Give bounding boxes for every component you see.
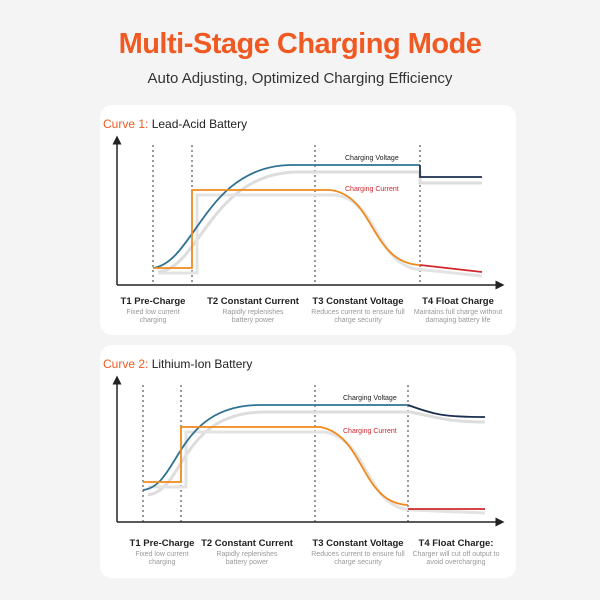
stage-t4: T4 Float Charge: Charger will cut off out… [412, 538, 500, 566]
current-curve [143, 426, 409, 506]
voltage-label: Charging Voltage [345, 155, 399, 162]
current-shadow [158, 193, 483, 278]
current-label: Charging Current [345, 186, 399, 193]
stage-t2: T2 Constant Current Rapidly replenishes b… [207, 296, 299, 324]
voltage-curve [152, 164, 420, 269]
voltage-shadow [157, 170, 482, 274]
stage-t1: T1 Pre-Charge Fixed low current charging [120, 296, 186, 324]
page-subtitle: Auto Adjusting, Optimized Charging Effic… [147, 70, 453, 87]
curve-1-title: Curve 1: Lead-Acid Battery [103, 117, 248, 131]
voltage-float [407, 404, 486, 418]
current-curve [153, 189, 421, 269]
voltage-shadow [147, 410, 486, 497]
chart-2 [112, 375, 505, 527]
current-label: Charging Current [343, 428, 397, 435]
stage-t3: T3 Constant Voltage Reduces current to en… [311, 296, 405, 324]
curve-2-card [100, 345, 516, 578]
stage-t3: T3 Constant Voltage Reduces current to en… [311, 538, 405, 566]
stage-t4: T4 Float Charge Maintains full charge wit… [413, 296, 503, 324]
stage-t2: T2 Constant Current Rapidly replenishes b… [201, 538, 293, 566]
voltage-float [419, 165, 482, 178]
chart-1 [112, 135, 505, 290]
curve-2-title: Curve 2: Lithium-Ion Battery [103, 357, 253, 371]
curve-1-card [100, 105, 516, 335]
voltage-curve [142, 404, 408, 491]
current-float [419, 264, 483, 273]
voltage-label: Charging Voltage [343, 395, 397, 402]
page-title: Multi-Stage Charging Mode [118, 28, 482, 60]
current-shadow [148, 430, 486, 515]
stage-t1: T1 Pre-Charge Fixed low current charging [129, 538, 195, 566]
